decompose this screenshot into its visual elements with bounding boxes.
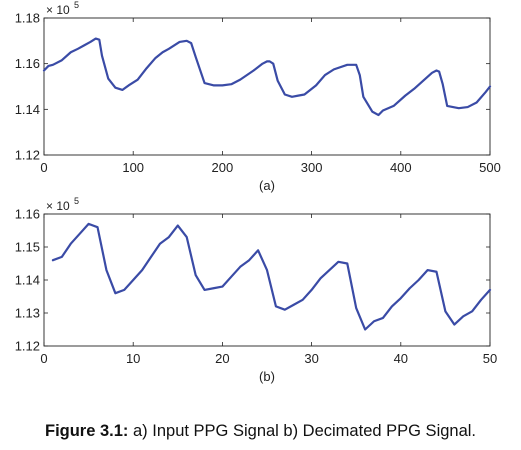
panel-b-xtick-label: 0 (40, 351, 47, 366)
panel-a-xtick-label: 500 (479, 160, 501, 175)
panel-a-series-line (42, 37, 492, 117)
panel-b-ytick-label: 1.13 (15, 306, 40, 321)
panel-b-xtick-label: 10 (126, 351, 140, 366)
panel-a-xtick-label: 100 (122, 160, 144, 175)
panel-a-xtick-label: 300 (301, 160, 323, 175)
panel-a-xtick-label: 200 (212, 160, 234, 175)
panel-a-ytick-label: 1.12 (15, 148, 40, 163)
panel-b-plot: 0 10 20 30 40 50 1.12 1.13 1.14 1.15 1.16 × 10 5 (b) (15, 196, 498, 384)
panel-a-panel-label: (a) (259, 178, 275, 193)
panel-b-exponent-label: × 10 (46, 199, 70, 213)
panel-a-ytick-label: 1.14 (15, 102, 40, 117)
panel-a-frame (43, 17, 491, 156)
figure-caption: Figure 3.1: a) Input PPG Signal b) Decim… (0, 422, 521, 441)
panel-a-plot: 0 100 200 300 400 500 1.12 1.14 1.16 1.18 × 10 5 (a) (15, 0, 501, 193)
panel-b-panel-label: (b) (259, 369, 275, 384)
panel-b-xtick-label: 40 (394, 351, 408, 366)
panel-a-ytick-label: 1.18 (15, 11, 40, 26)
panel-b-ytick-label: 1.14 (15, 273, 40, 288)
panel-b-ytick-label: 1.16 (15, 207, 40, 222)
caption-text: a) Input PPG Signal b) Decimated PPG Sig… (128, 422, 477, 440)
panel-b-exponent-power: 5 (74, 196, 79, 206)
panel-b-xtick-label: 30 (304, 351, 318, 366)
panel-b-ytick-label: 1.15 (15, 240, 40, 255)
panel-b-ytick-label: 1.12 (15, 339, 40, 354)
panel-a-ytick-label: 1.16 (15, 56, 40, 71)
panel-a-exponent-label: × 10 (46, 3, 70, 17)
caption-label: Figure 3.1: (44, 422, 129, 440)
panel-a-xtick-label: 400 (390, 160, 412, 175)
panel-b-series-line (51, 222, 492, 331)
panel-a-exponent-power: 5 (74, 0, 79, 10)
panel-b-xtick-label: 20 (215, 351, 229, 366)
panel-b-xtick-label: 50 (483, 351, 497, 366)
panel-a-xtick-label: 0 (40, 160, 47, 175)
